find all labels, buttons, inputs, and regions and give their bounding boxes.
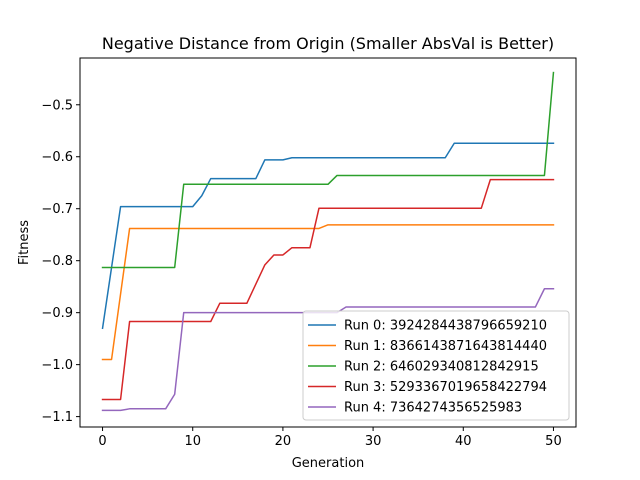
series-line-run-3 [101, 178, 555, 401]
y-axis-label: Fitness [17, 220, 32, 265]
legend-label-run-3: Run 3: 5293367019658422794 [344, 380, 547, 395]
legend-label-run-0: Run 0: 3924284438796659210 [344, 319, 547, 334]
y-tick-label: −0.7 [41, 202, 73, 217]
legend-label-run-2: Run 2: 646029340812842915 [344, 360, 539, 375]
x-tick-label: 10 [184, 434, 201, 449]
y-axis-ticks: −1.1 −1.0 −0.9 −0.8 −0.7 −0.6 −0.5 [41, 98, 80, 425]
y-tick-label: −1.1 [41, 410, 73, 425]
y-tick-label: −0.5 [41, 98, 73, 113]
y-tick-label: −1.0 [41, 358, 73, 373]
y-tick-label: −0.6 [41, 150, 73, 165]
legend-entries: Run 0: 3924284438796659210 Run 1: 8366143… [308, 319, 547, 416]
x-tick-label: 40 [455, 434, 472, 449]
chart-title: Negative Distance from Origin (Smaller A… [102, 34, 554, 53]
plot-frame [79, 57, 577, 428]
series-layer [101, 71, 555, 412]
x-tick-label: 30 [365, 434, 382, 449]
x-tick-label: 20 [275, 434, 292, 449]
y-tick-label: −0.9 [41, 306, 73, 321]
x-tick-label: 0 [98, 434, 106, 449]
legend-label-run-4: Run 4: 7364274356525983 [344, 401, 522, 416]
series-line-run-4 [101, 288, 555, 412]
legend-label-run-1: Run 1: 8366143871643814440 [344, 339, 547, 354]
y-tick-label: −0.8 [41, 254, 73, 269]
x-axis-ticks: 0 10 20 30 40 50 [98, 427, 562, 449]
legend-box [302, 310, 570, 421]
series-line-run-2 [101, 71, 555, 269]
x-axis-label: Generation [292, 456, 365, 471]
series-line-run-1 [101, 224, 555, 361]
legend: Run 0: 3924284438796659210 Run 1: 8366143… [302, 310, 570, 421]
x-tick-label: 50 [545, 434, 562, 449]
